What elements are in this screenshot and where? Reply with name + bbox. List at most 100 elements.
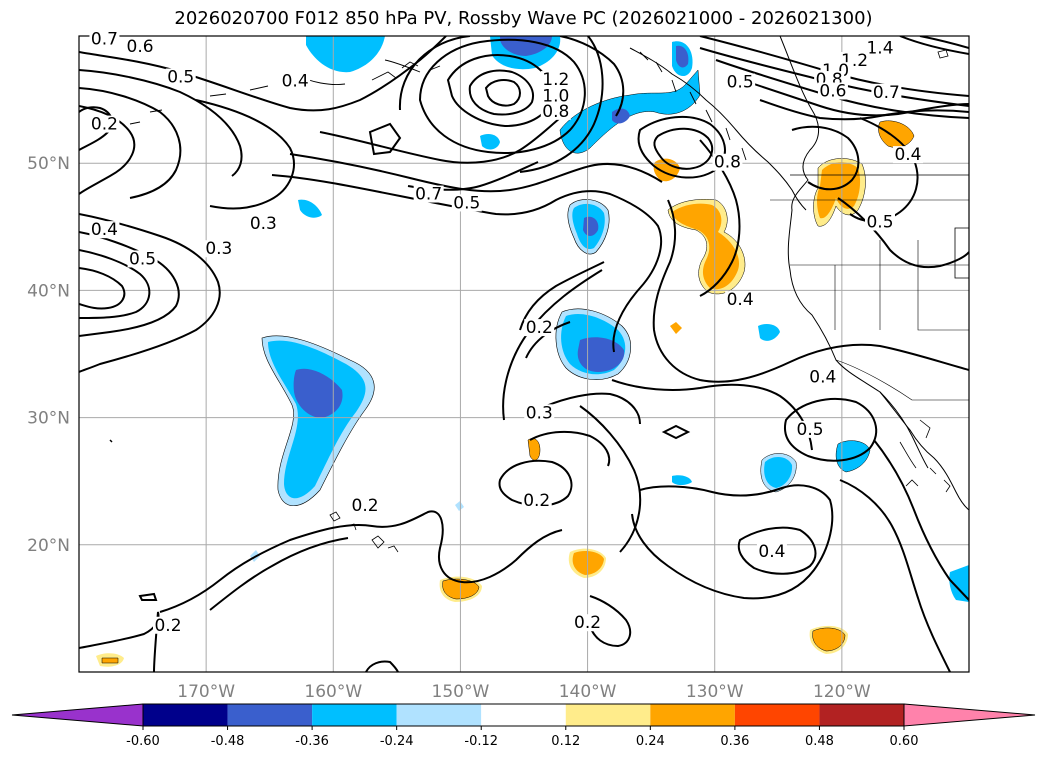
contour-label-background [451, 194, 482, 212]
contour-label: 0.5 [866, 213, 893, 233]
contour-label: 0.2 [526, 318, 553, 338]
contour-label-background [865, 213, 895, 231]
colorbar-tick-label: -0.12 [464, 734, 498, 749]
contour-label: 0.5 [167, 68, 194, 88]
colorbar-tick-label: 0.24 [636, 734, 665, 749]
colorbar-tick-label: -0.36 [295, 734, 329, 749]
colorbar-segment [143, 704, 228, 726]
colorbar-segment [312, 704, 397, 726]
contour-label: 0.8 [542, 102, 569, 122]
map-frame [78, 35, 970, 673]
contour-label-background [153, 616, 183, 634]
contour-label-background [524, 319, 555, 337]
contour-label-background [540, 87, 571, 105]
negative-anomaly-blob [555, 308, 631, 380]
colorbar-tick-labels: -0.60 -0.48 -0.36 -0.24 -0.12 0.12 0.24 0.36 0.4… [126, 734, 918, 749]
negative-anomaly-blob [250, 324, 969, 602]
contour-label-background [89, 30, 120, 48]
contour-label: 0.6 [127, 37, 154, 57]
contour-label-background [165, 68, 196, 86]
contour-label: 0.3 [526, 403, 553, 423]
lon-tick-label: 120°W [813, 682, 871, 702]
contour-label-background [756, 542, 787, 560]
colorbar-tick-label: 0.48 [805, 734, 834, 749]
lat-tick-label: 30°N [27, 409, 70, 429]
contour-label: 0.2 [91, 115, 118, 135]
contour-label: 0.2 [574, 613, 601, 633]
contour-label: 0.4 [809, 368, 836, 388]
contour-label: 0.2 [154, 616, 181, 636]
lat-tick-label: 20°N [27, 536, 70, 556]
contour-label: 1.2 [542, 70, 569, 90]
colorbar-extend-low [11, 703, 144, 727]
colorbar-tick-label: -0.24 [380, 734, 414, 749]
contour-label: 0.4 [727, 290, 754, 310]
positive-anomaly-blob [96, 120, 915, 667]
contour-label: 0.5 [797, 420, 824, 440]
contour-label: 0.7 [873, 83, 900, 103]
lon-tick-label: 150°W [432, 682, 490, 702]
colorbar-segment [650, 704, 735, 726]
contour-label: 0.3 [250, 214, 277, 234]
colorbar-segment [396, 704, 482, 726]
lon-tick-label: 140°W [559, 682, 617, 702]
contour-label-background [817, 82, 848, 100]
contour-label-background [572, 614, 603, 632]
colorbar-outline [142, 703, 905, 727]
contour-label: 0.5 [129, 249, 156, 269]
pv-contours [79, 36, 969, 672]
map-gridlines [79, 36, 969, 672]
lon-tick-label: 130°W [686, 682, 744, 702]
colorbar-segment [734, 704, 820, 726]
contour-label-background [871, 83, 902, 101]
contour-label-background [280, 72, 311, 90]
contour-label-background [807, 368, 838, 386]
contour-label-background [89, 221, 120, 239]
contour-label: 0.4 [91, 220, 118, 240]
colorbar-segment [819, 704, 904, 726]
contour-label-background [248, 214, 279, 232]
colorbar-tick-label: -0.60 [126, 734, 160, 749]
contour-label-background [89, 115, 120, 133]
contour-label-background [725, 291, 756, 309]
colorbar-tick-label: 0.36 [720, 734, 749, 749]
latitude-tick-labels: 20°N 30°N 40°N 50°N [27, 154, 70, 556]
contour-label-background [127, 250, 158, 268]
colorbar-segment [565, 704, 651, 726]
colorbar-tick-label: 0.60 [890, 734, 919, 749]
contour-label: 0.5 [727, 73, 754, 93]
lat-tick-label: 50°N [27, 154, 70, 174]
lon-tick-label: 170°W [177, 682, 235, 702]
contour-label-background [725, 73, 756, 91]
contour-label: 1.4 [866, 38, 893, 58]
contour-label-background [521, 492, 552, 510]
coastlines [109, 36, 969, 553]
contour-label: 0.4 [894, 145, 921, 165]
contour-label: 0.6 [819, 82, 846, 102]
negative-anomaly-blob [261, 335, 375, 506]
colorbar-segment [227, 704, 313, 726]
contour-label-background [413, 185, 444, 203]
longitude-tick-labels: 170°W 160°W 150°W 140°W 130°W 120°W [177, 682, 871, 702]
colorbar [11, 703, 1036, 730]
negative-anomaly-blob [567, 199, 610, 255]
contour-label: 0.3 [205, 239, 232, 259]
contour-label-background [125, 37, 156, 55]
contour-label-background [524, 404, 555, 422]
colorbar-tick-label: -0.48 [211, 734, 245, 749]
contour-label: 0.7 [415, 185, 442, 205]
map-title: 2026020700 F012 850 hPa PV, Rossby Wave … [174, 8, 873, 29]
colorbar-extend-high [903, 703, 1036, 727]
lat-tick-label: 40°N [27, 281, 70, 301]
contour-label: 0.7 [91, 29, 118, 49]
contour-label-background [203, 240, 234, 258]
contour-label-background [350, 497, 381, 515]
lon-tick-label: 160°W [304, 682, 362, 702]
anomaly-shading [96, 36, 969, 667]
contour-label: 0.2 [352, 496, 379, 516]
contour-label-background [712, 153, 743, 171]
contour-label-background [795, 420, 826, 438]
contour-label: 0.8 [714, 153, 741, 173]
colorbar-segment [481, 704, 566, 726]
